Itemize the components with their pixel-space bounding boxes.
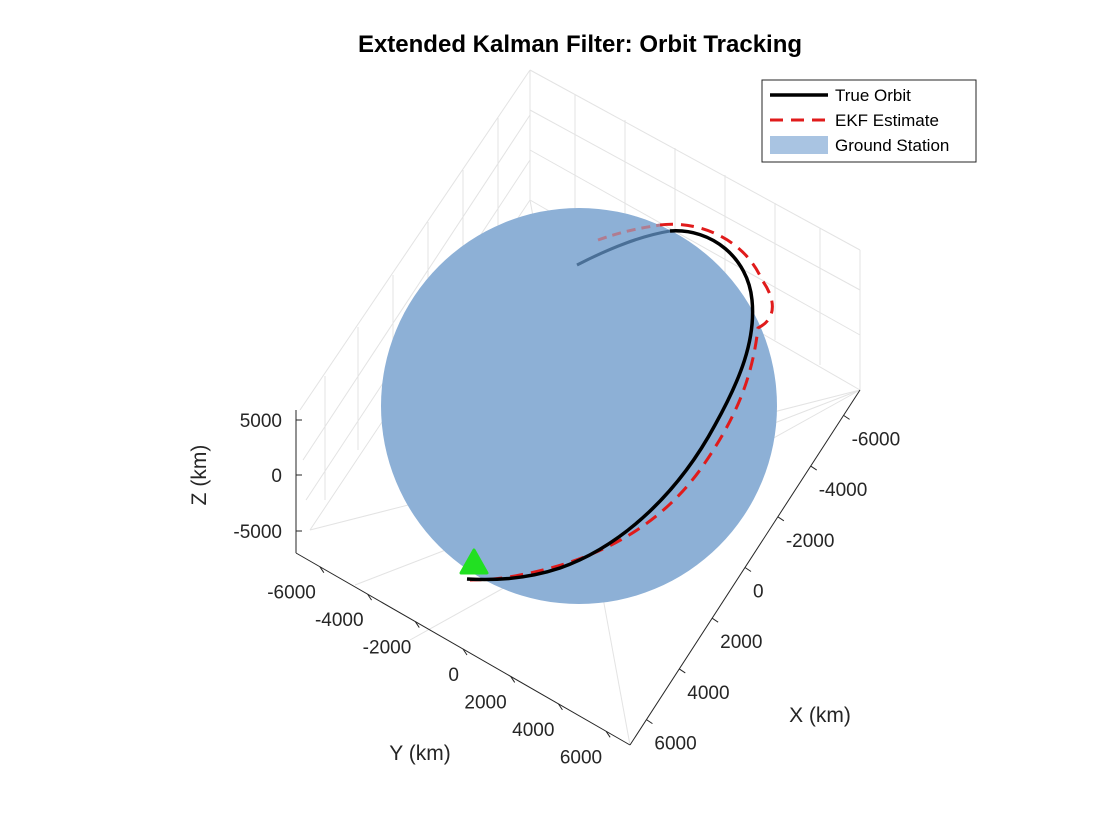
y-tick-label-mark bbox=[605, 731, 611, 738]
z-tick-label: 5000 bbox=[240, 411, 282, 432]
x-tick-label-mark bbox=[810, 465, 817, 471]
ekf-estimate-line-backside bbox=[597, 223, 661, 242]
y-tick-label: 6000 bbox=[560, 747, 602, 768]
legend-label-true-orbit: True Orbit bbox=[835, 86, 911, 105]
x-tick-label-mark bbox=[777, 516, 785, 522]
true-orbit-line-backside bbox=[576, 229, 671, 267]
x-tick-label-mark bbox=[744, 567, 752, 572]
x-tick-label: 0 bbox=[753, 582, 764, 603]
y-tick-label-mark bbox=[462, 648, 468, 656]
x-axis-label: X (km) bbox=[789, 704, 851, 727]
x-tick-label: 2000 bbox=[720, 632, 762, 653]
legend-label-ekf: EKF Estimate bbox=[835, 111, 939, 130]
y-tick-label-mark bbox=[319, 566, 325, 573]
x-tick-label: 6000 bbox=[654, 734, 696, 755]
z-tick-label: -5000 bbox=[233, 522, 282, 543]
y-tick-label: -6000 bbox=[267, 583, 316, 604]
y-tick-label-mark bbox=[558, 703, 563, 711]
y-tick-label-mark bbox=[414, 621, 420, 628]
z-axis-label: Z (km) bbox=[188, 445, 211, 506]
x-tick-label-mark bbox=[646, 719, 653, 725]
legend-swatch-ground-station bbox=[770, 136, 828, 154]
x-tick-labels: -6000 -4000 -2000 0 2000 4000 6000 bbox=[646, 414, 901, 755]
y-tick-label-mark bbox=[510, 676, 516, 683]
x-tick-label-mark bbox=[843, 414, 850, 420]
chart-title: Extended Kalman Filter: Orbit Tracking bbox=[358, 31, 802, 58]
true-orbit-line bbox=[466, 229, 755, 582]
y-tick-label: -4000 bbox=[315, 610, 364, 631]
y-tick-label: -2000 bbox=[363, 638, 412, 659]
legend: True Orbit EKF Estimate Ground Station bbox=[761, 79, 977, 163]
x-tick-label-mark bbox=[679, 668, 686, 674]
x-tick-label: -4000 bbox=[819, 480, 868, 501]
z-tick-labels: 5000 0 -5000 bbox=[233, 411, 302, 543]
legend-label-ground-station: Ground Station bbox=[835, 136, 949, 155]
x-tick-label: -6000 bbox=[852, 429, 901, 450]
y-tick-label-mark bbox=[367, 593, 372, 601]
x-tick-label: -2000 bbox=[786, 531, 835, 552]
y-tick-label: 0 bbox=[448, 665, 459, 686]
z-tick-label: 0 bbox=[271, 466, 282, 487]
x-tick-label-mark bbox=[711, 617, 719, 623]
y-axis-label: Y (km) bbox=[389, 742, 450, 765]
earth-sphere bbox=[381, 208, 777, 604]
ekf-estimate-line bbox=[469, 222, 774, 582]
ground-station-marker bbox=[459, 548, 489, 575]
y-tick-label: 4000 bbox=[512, 720, 554, 741]
x-tick-label: 4000 bbox=[687, 683, 729, 704]
y-tick-label: 2000 bbox=[464, 692, 506, 713]
